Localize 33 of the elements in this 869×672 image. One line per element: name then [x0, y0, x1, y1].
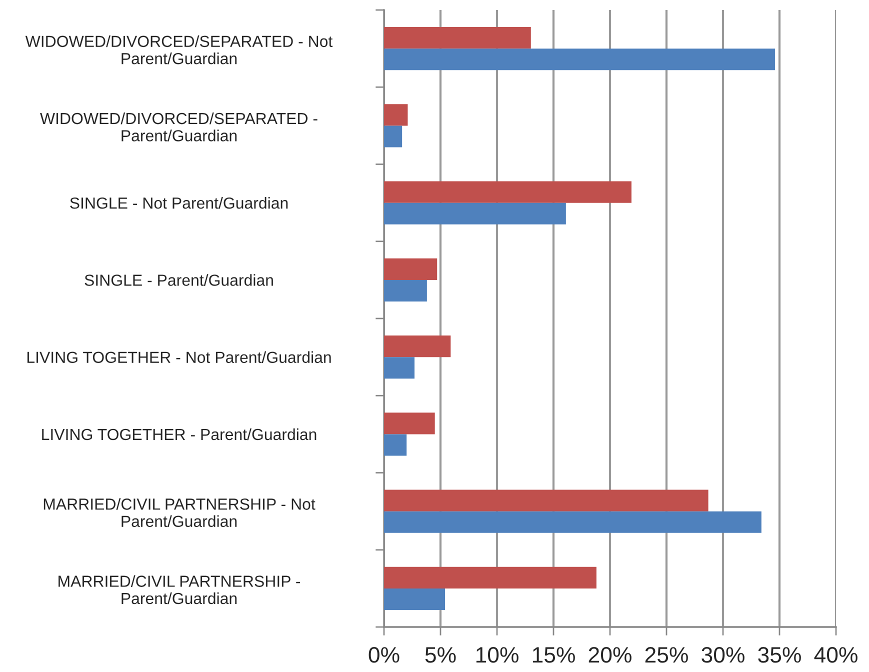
x-tick-label: 25%	[645, 647, 688, 663]
bar	[384, 202, 566, 224]
x-tick-label: 10%	[476, 647, 518, 663]
bar	[384, 566, 596, 588]
bar	[384, 412, 435, 434]
y-tick-label: LIVING TOGETHER - Parent/Guardian	[42, 428, 316, 440]
y-tick-label: MARRIED/CIVIL PARTNERSHIP - Not Parent/Guardian	[44, 498, 316, 528]
bar	[384, 181, 632, 203]
x-tick-label: 0%	[368, 647, 400, 663]
y-tick-label: SINGLE - Not Parent/Guardian	[70, 197, 288, 209]
x-tick-label: 40%	[814, 647, 858, 663]
y-tick-label: WIDOWED/DIVORCED/SEPARATED - Parent/Guardian	[40, 112, 318, 142]
bar	[384, 258, 438, 280]
y-tick-label: MARRIED/CIVIL PARTNERSHIP - Parent/Guardian	[58, 575, 300, 604]
x-tick-label: 15%	[532, 647, 575, 663]
y-tick-label: LIVING TOGETHER - Not Parent/Guardian	[27, 351, 331, 364]
bar	[384, 434, 407, 456]
bar	[384, 357, 415, 379]
x-tick-label: 35%	[758, 647, 801, 663]
bar	[384, 335, 451, 358]
x-tick-label: 30%	[702, 647, 744, 663]
y-tick-label: WIDOWED/DIVORCED/SEPARATED - Not Parent/Guardian	[25, 35, 333, 64]
bar	[384, 48, 775, 70]
bar	[384, 490, 708, 512]
y-tick-label: SINGLE - Parent/Guardian	[84, 274, 273, 286]
x-tick-label: 5%	[425, 647, 456, 663]
bar	[384, 511, 762, 533]
bar	[384, 588, 446, 610]
bar	[384, 280, 427, 302]
bar	[384, 126, 402, 148]
x-tick-label: 20%	[588, 647, 632, 663]
bar	[384, 104, 408, 126]
bar	[384, 26, 531, 49]
